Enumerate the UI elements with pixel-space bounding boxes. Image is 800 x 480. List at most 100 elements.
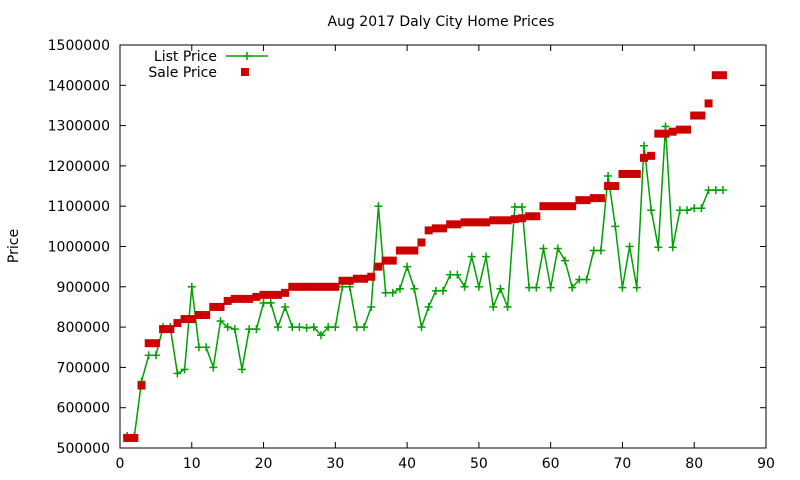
legend: List Price Sale Price [148,49,268,81]
list-price-point [532,283,541,292]
list-price-point [395,284,404,293]
sale-price-point [611,182,620,191]
sale-price-point [273,290,282,299]
list-price-point [381,288,390,297]
list-price-point [467,252,476,261]
sale-price-point [503,216,512,225]
list-price-point [388,288,397,297]
sale-price-point [202,311,211,320]
sale-price-point [123,433,132,442]
sale-price-point [388,256,397,265]
list-price-point [374,202,383,211]
list-price-point [144,351,153,360]
sale-price-point [632,169,641,178]
list-price-point [553,244,562,253]
x-tick-label: 0 [116,456,125,472]
x-tick-label: 80 [685,456,703,472]
x-tick-label: 20 [255,456,273,472]
y-tick-label: 1400000 [48,78,110,94]
sale-price-point [324,282,333,291]
sale-price-point [467,218,476,227]
list-price-point [704,186,713,195]
sale-price-point [647,151,656,160]
sale-price-point [668,127,677,136]
list-price-point [245,325,254,334]
list-price-point [496,284,505,293]
list-price-point [446,270,455,279]
sale-price-point [718,71,727,80]
list-price-point [647,206,656,215]
list-price-point [367,302,376,311]
list-price-point [589,246,598,255]
sale-price-point [367,272,376,281]
sale-price-point [345,276,354,285]
list-price-point [331,323,340,332]
list-price-point [360,323,369,332]
sale-price-point [417,238,426,247]
x-tick-label: 70 [614,456,632,472]
list-price-point [424,302,433,311]
sale-price-point [209,302,218,311]
sale-price-point [159,325,168,334]
sale-price-point [460,218,469,227]
sale-price-point [482,218,491,227]
list-price-point [173,369,182,378]
series-sale-price [123,71,727,442]
sale-price-point [331,282,340,291]
list-price-point [403,262,412,271]
plot-frame [119,44,767,449]
sale-price-point [618,169,627,178]
sale-price-point [510,215,519,224]
list-price-point [151,351,160,360]
list-price-point [632,283,641,292]
list-price-point [718,186,727,195]
sale-price-point [639,153,648,162]
list-price-point [431,286,440,295]
sale-price-point [704,99,713,108]
list-price-point [439,286,447,295]
y-tick-label: 700000 [57,360,110,376]
sale-price-point [137,381,146,390]
y-tick-label: 800000 [57,320,110,336]
sale-price-point [266,290,275,299]
x-axis: 0 10 20 30 40 50 60 70 80 90 [116,45,775,472]
x-tick-label: 50 [470,456,488,472]
sale-price-point [424,226,433,235]
list-price-point [194,343,203,352]
sale-price-point [173,319,182,328]
sale-price-point [625,169,634,178]
list-price-point [316,331,325,340]
sale-price-point [216,302,225,311]
list-price-point [238,365,247,374]
sale-price-point [381,256,390,265]
sale-price-point [553,202,562,211]
list-price-point [216,317,225,326]
sale-price-point [252,292,261,301]
sale-price-point [259,290,268,299]
list-price-point [604,171,613,180]
sale-price-point [453,220,462,229]
y-tick-label: 1100000 [48,199,110,215]
sale-price-point [489,216,498,225]
sale-price-point [539,202,548,211]
sale-price-point [604,182,613,191]
sale-price-point [281,288,290,297]
sale-price-point [309,282,318,291]
x-tick-label: 30 [326,456,344,472]
y-tick-label: 1000000 [48,240,110,256]
y-tick-label: 1500000 [48,38,110,54]
sale-price-point [151,339,160,348]
y-tick-label: 1300000 [48,119,110,135]
list-price-point [503,302,512,311]
sale-price-point [446,220,455,229]
list-price-point [417,323,426,332]
list-price-point [460,282,469,291]
y-tick-label: 1200000 [48,159,110,175]
list-price-point [259,298,268,307]
sale-price-point [525,212,534,221]
list-price-point [410,284,419,293]
list-price-point [324,323,333,332]
sale-price-point [439,224,447,233]
list-price-point [596,246,605,255]
